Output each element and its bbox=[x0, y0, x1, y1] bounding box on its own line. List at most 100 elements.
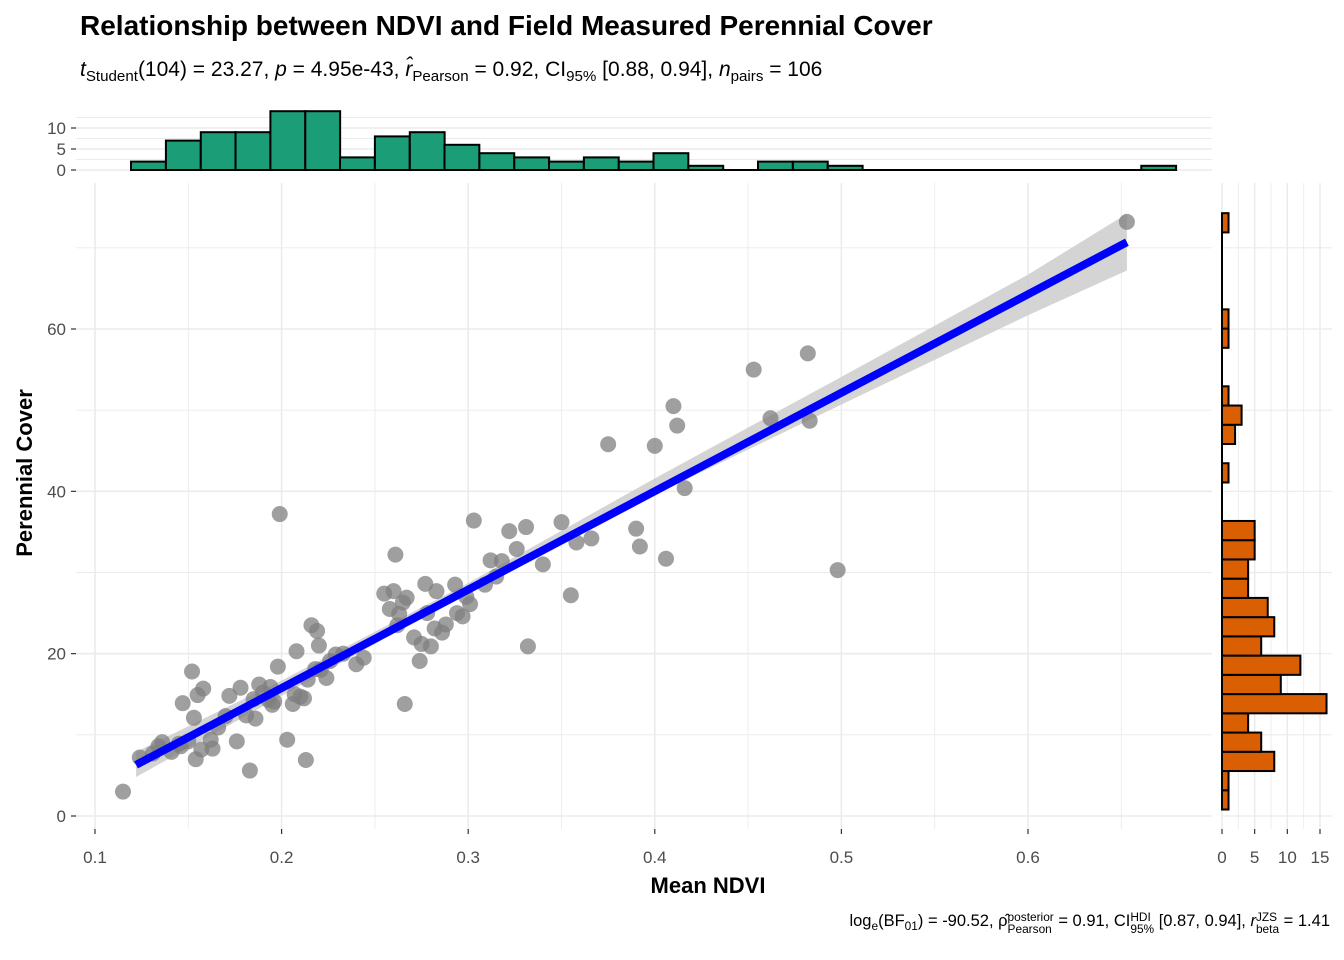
gridlines bbox=[76, 183, 1212, 829]
y-histogram-tick-label: 5 bbox=[1250, 848, 1259, 867]
y-histogram-bar bbox=[1221, 712, 1250, 734]
subtitle-r-subscript: Pearson bbox=[412, 67, 469, 85]
subtitle-r-value: = 0.92, CI bbox=[468, 58, 567, 81]
scatter-point bbox=[295, 690, 312, 707]
y-histogram-bar bbox=[1221, 519, 1256, 542]
caption-log: log bbox=[849, 912, 872, 930]
chart-subtitle: tStudent(104) = 23.27, p = 4.95e-43, r̂P… bbox=[80, 58, 822, 85]
x-histogram-bar bbox=[617, 160, 655, 172]
scatter-point bbox=[631, 538, 648, 555]
scatter-point bbox=[247, 710, 264, 727]
scatter-point bbox=[657, 550, 674, 567]
x-histogram-bar bbox=[547, 160, 585, 172]
caption-ci-superscript: HDI bbox=[1130, 910, 1151, 925]
scatter-point bbox=[355, 649, 372, 666]
scatter-point bbox=[310, 637, 327, 654]
subtitle-p-value: = 4.95e-43, bbox=[286, 58, 406, 81]
x-tick-label: 0.6 bbox=[1016, 848, 1040, 867]
scatter-point bbox=[1118, 213, 1135, 230]
chart-caption: loge(BF01) = -90.52, ρ̂ posterior Pearson … bbox=[849, 910, 1330, 936]
y-histogram-tick-label: 10 bbox=[1278, 848, 1297, 867]
scatter-point bbox=[437, 616, 454, 633]
y-tick-label: 40 bbox=[47, 482, 66, 501]
scatter-point bbox=[309, 622, 326, 639]
scatter-point bbox=[114, 783, 131, 800]
scatter-point bbox=[279, 731, 296, 748]
caption-rho-superscript: posterior bbox=[1007, 910, 1054, 925]
x-tick-label: 0.1 bbox=[83, 848, 107, 867]
scatter-point bbox=[454, 608, 471, 625]
scatter-point bbox=[676, 480, 693, 497]
y-histogram-bar bbox=[1221, 770, 1230, 792]
scatter-point bbox=[762, 410, 779, 427]
subtitle-t-subscript: Student bbox=[85, 67, 138, 85]
caption-rho-subscript: Pearson bbox=[1007, 921, 1052, 936]
scatter-point bbox=[195, 680, 212, 697]
y-histogram-bar bbox=[1221, 404, 1243, 426]
scatter-point bbox=[745, 361, 762, 378]
subtitle-n-subscript: pairs bbox=[730, 67, 764, 85]
x-axis-title: Mean NDVI bbox=[651, 873, 766, 898]
y-histogram-bar bbox=[1221, 616, 1276, 638]
scatter-point bbox=[829, 562, 846, 579]
x-histogram-bar bbox=[443, 143, 481, 172]
scatter-point bbox=[288, 643, 305, 660]
scatter-point bbox=[411, 652, 428, 669]
caption-bf: (BF bbox=[878, 912, 905, 930]
confidence-band bbox=[136, 213, 1127, 778]
caption-r-superscript: JZS bbox=[1255, 910, 1278, 925]
caption-bf-value: ) = -90.52, bbox=[917, 912, 999, 930]
scatter-point bbox=[669, 417, 686, 434]
caption-ci-value: [0.87, 0.94], bbox=[1154, 912, 1251, 930]
subtitle-n-value: = 106 bbox=[763, 58, 823, 81]
y-histogram-bar bbox=[1221, 789, 1230, 811]
scatter-point bbox=[534, 556, 551, 573]
scatter-point bbox=[583, 530, 600, 547]
x-histogram-bar bbox=[164, 139, 202, 172]
subtitle-p-symbol: p bbox=[275, 58, 287, 81]
x-histogram-bar bbox=[582, 156, 620, 171]
fit-line-layer bbox=[134, 238, 1129, 769]
regression-line bbox=[134, 238, 1129, 769]
x-tick-label: 0.5 bbox=[830, 848, 854, 867]
x-histogram-bar bbox=[791, 160, 829, 172]
x-tick-label: 0.2 bbox=[270, 848, 294, 867]
x-histogram-bar bbox=[373, 135, 411, 171]
axes-layer: 0.1 0.2 0.3 0.4 0.5 0.6 0 20 40 60 bbox=[47, 320, 1040, 867]
scatter-point bbox=[519, 638, 536, 655]
caption-rho-scripts: posterior Pearson bbox=[1007, 910, 1054, 936]
caption-log-subscript: e bbox=[871, 918, 879, 933]
scatter-point bbox=[665, 398, 682, 415]
y-histogram-bar bbox=[1221, 462, 1230, 484]
y-histogram-bar bbox=[1221, 539, 1256, 561]
caption-r-symbol: r bbox=[1250, 912, 1256, 930]
subtitle-t-value: (104) = 23.27, bbox=[137, 58, 276, 81]
x-histogram-bar bbox=[269, 110, 307, 171]
x-histogram-bar bbox=[513, 156, 551, 171]
caption-r-scripts: JZS beta bbox=[1255, 910, 1279, 935]
x-histogram-bar bbox=[339, 156, 376, 171]
y-histogram-bar bbox=[1221, 212, 1230, 234]
x-tick-label: 0.4 bbox=[643, 848, 667, 867]
scatter-point bbox=[185, 709, 202, 726]
scatter-point bbox=[518, 519, 535, 536]
x-histogram-bar bbox=[234, 131, 272, 171]
x-histogram-bar bbox=[408, 131, 446, 171]
y-histogram-bar bbox=[1221, 558, 1250, 580]
x-histogram-tick-label: 10 bbox=[47, 119, 66, 138]
y-histogram-bar bbox=[1221, 596, 1269, 619]
scatter-point bbox=[398, 589, 415, 606]
scatter-point bbox=[406, 629, 423, 646]
caption-rho-symbol: ρ̂ bbox=[998, 912, 1008, 930]
scatter-point bbox=[241, 762, 258, 779]
scatter-point bbox=[221, 687, 238, 704]
x-histogram-bar bbox=[304, 110, 342, 171]
subtitle-ci-value: [0.88, 0.94], bbox=[596, 58, 719, 81]
scatter-point bbox=[465, 512, 482, 529]
scatter-point bbox=[387, 546, 404, 563]
scatter-point bbox=[646, 437, 663, 454]
y-histogram-bar bbox=[1221, 385, 1230, 407]
y-tick-label: 0 bbox=[57, 807, 66, 826]
caption-bf-subscript: 01 bbox=[904, 918, 918, 933]
